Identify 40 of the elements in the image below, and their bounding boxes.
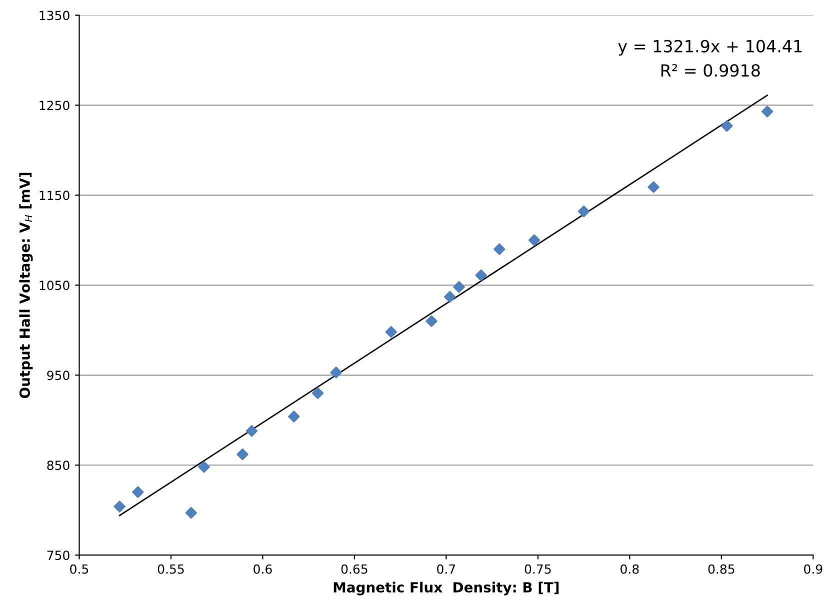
point — [114, 500, 126, 512]
point — [475, 269, 487, 282]
y-tick-label: 850 — [47, 460, 70, 470]
point — [528, 234, 540, 246]
point — [648, 181, 660, 193]
point — [453, 281, 465, 293]
point — [246, 425, 258, 437]
annotation: R² = 0.9918 — [661, 64, 760, 77]
point — [198, 461, 210, 473]
point — [385, 326, 398, 338]
point — [444, 290, 456, 303]
y-tick-label: 1150 — [40, 190, 70, 200]
x-tick-label: 0.7 — [437, 564, 456, 574]
y-tick-label: 1050 — [40, 280, 70, 290]
x-tick-label: 0.8 — [620, 564, 639, 574]
point — [236, 448, 248, 460]
y-tick-label: 750 — [47, 550, 70, 560]
y-tick-label: 1350 — [40, 10, 70, 20]
y-tick-label: 950 — [47, 370, 70, 380]
point — [761, 106, 774, 118]
x-tick-label: 0.55 — [158, 564, 184, 574]
y-axis-title: Output Hall Voltage: V$_{H}$ [mV] — [19, 172, 33, 398]
x-tick-label: 0.6 — [254, 564, 272, 574]
x-tick-label: 0.75 — [524, 564, 551, 574]
x-tick-label: 0.5 — [70, 564, 88, 574]
point — [312, 387, 324, 400]
point — [578, 206, 590, 218]
point — [426, 315, 438, 328]
point — [288, 410, 300, 422]
point — [721, 120, 733, 132]
x-tick-label: 0.9 — [804, 564, 822, 574]
point — [494, 243, 506, 256]
x-tick-label: 0.85 — [708, 564, 734, 574]
point — [185, 506, 198, 519]
annotation: y = 1321.9x + 104.41 — [618, 40, 802, 56]
x-axis-title: Magnetic Flux Density: B [T] — [334, 582, 559, 596]
point — [132, 486, 144, 498]
x-tick-label: 0.65 — [341, 564, 368, 574]
point — [330, 366, 342, 378]
y-tick-label: 1250 — [40, 100, 70, 110]
